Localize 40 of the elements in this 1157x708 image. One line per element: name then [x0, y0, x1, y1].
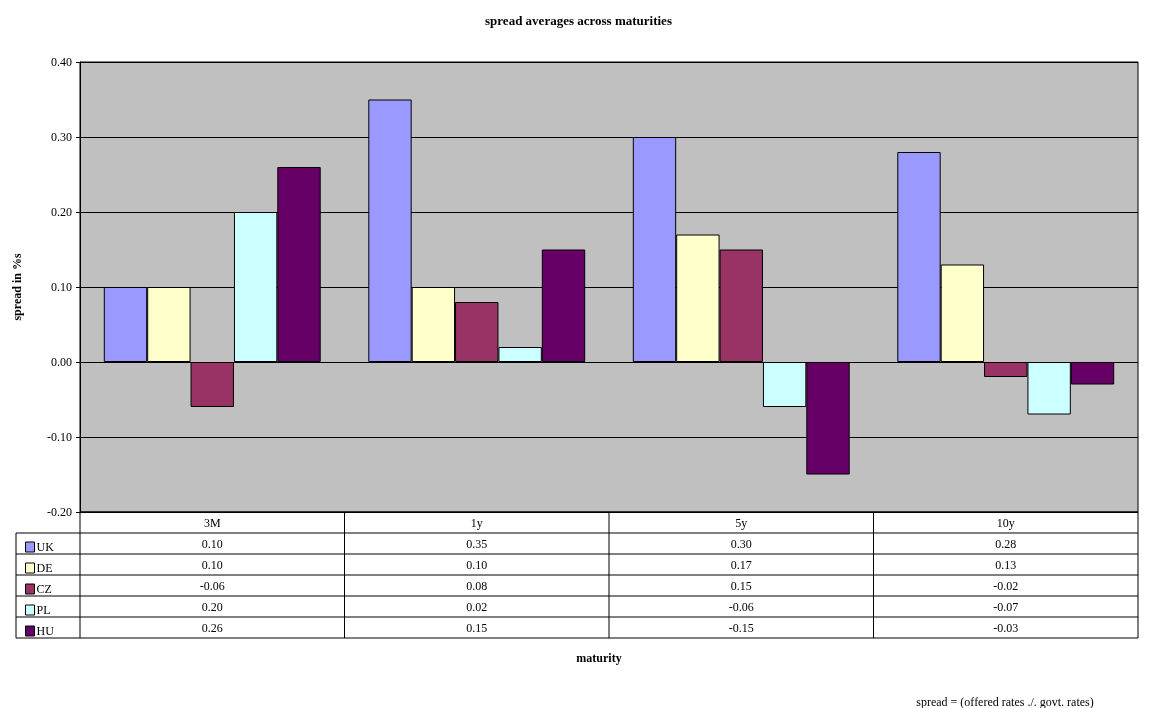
data-label: -0.07 — [993, 599, 1019, 614]
data-label: 0.20 — [201, 599, 223, 614]
x-tick-label: 3M — [203, 516, 221, 530]
text: spread = (offered rates ./. govt. rates) — [916, 695, 1094, 708]
data-label: 0.15 — [466, 620, 488, 635]
data-label: 0.15 — [730, 578, 752, 593]
data-label: -0.15 — [728, 620, 754, 635]
data-label: 0.08 — [466, 578, 488, 593]
legend-label: CZ — [36, 582, 52, 596]
data-label: -0.06 — [728, 599, 754, 614]
legend-label: PL — [36, 603, 51, 617]
y-tick-label: 0.30 — [51, 130, 72, 144]
data-label: 0.10 — [466, 557, 488, 572]
data-label: 0.10 — [201, 536, 223, 551]
legend-label: UK — [36, 540, 55, 554]
y-tick-label: 0.40 — [51, 55, 72, 69]
data-label: -0.03 — [993, 620, 1019, 635]
y-tick-label: 0.20 — [51, 205, 72, 219]
y-tick-label: -0.20 — [47, 505, 72, 519]
y-tick-label: 0.10 — [51, 280, 72, 294]
x-tick-label: 5y — [735, 516, 748, 530]
data-label: -0.02 — [993, 578, 1019, 593]
y-tick-label: 0.00 — [51, 355, 72, 369]
data-label: -0.06 — [199, 578, 225, 593]
y-axis-title: spread in %s — [10, 253, 24, 321]
data-label: 0.35 — [466, 536, 488, 551]
data-label: 0.28 — [995, 536, 1017, 551]
data-label: 0.02 — [466, 599, 488, 614]
legend-label: DE — [36, 561, 53, 575]
x-tick-label: 10y — [996, 516, 1015, 530]
data-label: 0.10 — [201, 557, 223, 572]
chart-title: spread averages across maturities — [485, 12, 672, 28]
data-label: 0.13 — [995, 557, 1017, 572]
y-tick-label: -0.10 — [47, 430, 72, 444]
data-label: 0.17 — [730, 557, 752, 572]
x-tick-label: 1y — [470, 516, 483, 530]
data-label: 0.30 — [730, 536, 752, 551]
text: maturity — [576, 651, 622, 665]
data-label: 0.26 — [201, 620, 223, 635]
legend-label: HU — [36, 624, 55, 638]
